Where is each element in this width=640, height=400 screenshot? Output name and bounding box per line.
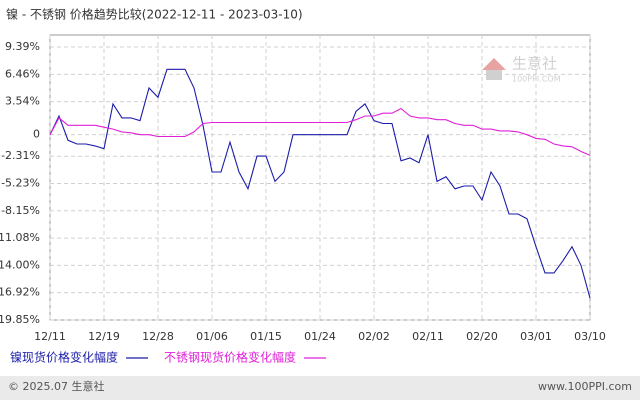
y-tick-label: -14.00% <box>0 258 40 271</box>
watermark-icon <box>482 58 506 70</box>
y-tick-label: -2.31% <box>1 149 40 162</box>
y-tick-label: -11.08% <box>0 231 40 244</box>
watermark: 生意社 100PPI.COM <box>482 55 561 84</box>
y-tick-label: 6.46% <box>5 67 40 80</box>
footer-right: www.100PPI.com <box>538 380 632 393</box>
x-tick-label: 01/15 <box>250 330 282 343</box>
legend-label: 镍现货价格变化幅度 <box>10 350 118 365</box>
x-tick-label: 02/20 <box>466 330 498 343</box>
x-tick-label: 02/11 <box>412 330 444 343</box>
y-tick-label: 9.39% <box>5 40 40 53</box>
y-tick-label: 3.54% <box>5 95 40 108</box>
watermark-text: 生意社 <box>512 55 557 73</box>
series-line <box>49 107 591 156</box>
y-tick-label: 0 <box>33 128 40 141</box>
x-tick-label: 03/01 <box>520 330 552 343</box>
x-tick-label: 12/19 <box>88 330 120 343</box>
chart-title: 镍 - 不锈钢 价格趋势比较(2022-12-11 - 2023-03-10) <box>6 7 303 22</box>
footer-bar <box>0 376 640 400</box>
legend-label: 不锈钢现货价格变化幅度 <box>164 350 296 365</box>
x-tick-label: 12/11 <box>34 330 66 343</box>
series-line <box>49 68 591 299</box>
y-tick-label: -19.85% <box>0 313 40 326</box>
x-tick-label: 12/28 <box>142 330 174 343</box>
x-tick-label: 01/06 <box>196 330 228 343</box>
x-tick-label: 03/10 <box>574 330 606 343</box>
y-tick-label: -5.23% <box>1 177 40 190</box>
footer-left: © 2025.07 生意社 <box>8 379 104 393</box>
x-tick-label: 02/02 <box>358 330 390 343</box>
y-tick-label: -16.92% <box>0 286 40 299</box>
y-tick-label: -8.15% <box>1 204 40 217</box>
watermark-icon <box>486 70 502 80</box>
x-tick-label: 01/24 <box>304 330 336 343</box>
